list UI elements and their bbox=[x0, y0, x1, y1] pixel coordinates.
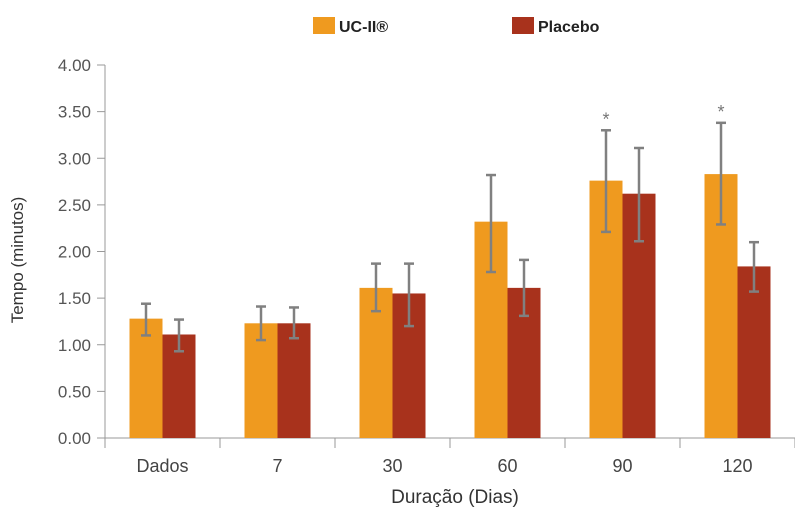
y-tick-label: 0.50 bbox=[58, 382, 91, 401]
bars bbox=[129, 174, 771, 439]
y-axis: 0.00 0.50 1.00 1.50 2.00 2.50 3.00 3.50 4.00 bbox=[58, 56, 106, 448]
legend: UC-II® Placebo bbox=[313, 17, 600, 36]
x-tick-label: 30 bbox=[382, 456, 402, 476]
y-tick-label: 0.00 bbox=[58, 429, 91, 448]
x-tick-label: 60 bbox=[497, 456, 517, 476]
y-tick-label: 2.00 bbox=[58, 243, 91, 262]
legend-swatch bbox=[512, 17, 534, 34]
significance-asterisk: * bbox=[602, 109, 609, 129]
bar-placebo-7 bbox=[277, 323, 311, 438]
y-tick-label: 3.00 bbox=[58, 149, 91, 168]
bar-uc-ii--dados bbox=[129, 318, 163, 438]
y-tick-label: 3.50 bbox=[58, 103, 91, 122]
legend-label: Placebo bbox=[538, 19, 600, 36]
bar-placebo-120 bbox=[737, 266, 771, 438]
legend-swatch bbox=[313, 17, 335, 34]
y-axis-title: Tempo (minutos) bbox=[8, 197, 27, 324]
x-tick-label: 90 bbox=[612, 456, 632, 476]
x-tick-label: 7 bbox=[272, 456, 282, 476]
bar-uc-ii--30 bbox=[359, 287, 393, 438]
y-tick-label: 2.50 bbox=[58, 196, 91, 215]
x-axis: Dados 7 30 60 90 120 bbox=[104, 437, 795, 476]
error-bars bbox=[141, 121, 759, 353]
x-tick-label: Dados bbox=[136, 456, 188, 476]
significance-marks: * * bbox=[602, 102, 724, 129]
y-tick-label: 1.00 bbox=[58, 336, 91, 355]
x-tick-label: 120 bbox=[722, 456, 752, 476]
legend-label: UC-II® bbox=[339, 19, 388, 36]
y-tick-label: 1.50 bbox=[58, 289, 91, 308]
significance-asterisk: * bbox=[717, 102, 724, 122]
x-axis-title: Duração (Dias) bbox=[391, 487, 519, 508]
bar-uc-ii--7 bbox=[244, 323, 278, 438]
y-tick-label: 4.00 bbox=[58, 56, 91, 75]
